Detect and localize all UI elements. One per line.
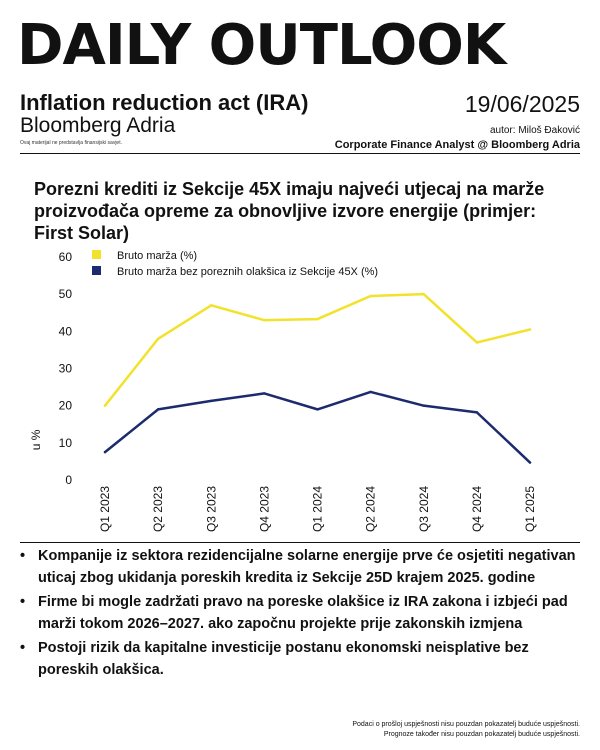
x-tick-label: Q1 2024 [311,486,325,532]
legend-swatch [92,266,101,275]
bullet-list: • Kompanije iz sektora rezidencijalne sol… [20,545,580,683]
footnote: Prognoze također nisu pouzdan pokazatelj… [383,731,580,738]
x-tick-label: Q1 2025 [523,486,537,532]
x-tick-label: Q4 2024 [470,486,484,532]
y-tick-label: 10 [59,436,73,450]
bullet-text: Postoji rizik da kapitalne investicije p… [38,640,529,678]
data-point [422,404,425,407]
data-point [475,341,479,344]
disclaimer-note: Ovaj materijal ne predstavlja finansijsk… [20,140,122,146]
data-point [316,317,319,321]
data-point [103,404,107,407]
footnote: Podaci o prošlој uspješnosti nisu pouzda… [352,721,580,728]
data-point [156,337,160,340]
data-point [369,294,372,298]
x-tick-label: Q2 2023 [151,486,165,532]
line-chart: 0 10 20 30 40 50 60 u % Q1 2023 Q2 2023 Q3 2023 Q4 … [29,250,537,532]
chart-title: Porezni krediti iz Sekcije 45X imaju naj… [34,179,545,243]
data-point [369,390,372,394]
bullet-text: Firme bi mogle zadržati pravo na poreske… [38,594,568,632]
bullet-dot-icon: • [20,640,26,656]
data-point [156,408,160,411]
y-tick-label: 0 [65,473,72,487]
data-point [263,392,266,395]
legend-label: Bruto marža (%) [117,250,197,262]
y-tick-label: 30 [59,362,73,376]
bullet-dot-icon: • [20,594,26,610]
x-tick-label: Q2 2024 [364,486,378,532]
report-date: 19/06/2025 [464,91,580,117]
data-point [316,408,319,411]
y-tick-label: 20 [59,399,73,413]
x-tick-label: Q3 2024 [417,486,431,532]
report-subtitle: Inflation reduction act (IRA) [20,90,309,115]
data-point [528,461,532,464]
x-tick-label: Q4 2023 [257,486,271,532]
header-divider [20,153,580,154]
author-name: autor: Miloš Đaković [489,125,580,136]
legend-swatch [92,250,101,259]
brand-title: DAILY OUTLOOK [17,13,506,78]
x-tick-label: Q1 2023 [98,486,112,532]
y-tick-label: 50 [59,287,73,301]
y-tick-label: 40 [59,324,73,338]
data-point [422,292,425,296]
y-tick-label: 60 [59,250,73,264]
bullet-item: • Postoji rizik da kapitalne investicije … [20,637,580,681]
series-line [103,390,532,464]
data-point [475,411,479,414]
author-role: Corporate Finance Analyst @ Bloomberg Ad… [334,139,580,151]
legend-label: Bruto marža bez poreznih olakšica iz Sek… [117,266,378,278]
data-point [103,450,107,454]
data-point [528,328,532,331]
bullet-text: Kompanije iz sektora rezidencijalne sola… [38,548,576,586]
y-axis-label: u % [29,429,43,450]
x-tick-label: Q3 2023 [204,486,218,532]
series-line [103,292,532,407]
chart-divider [20,542,580,543]
organization-name: Bloomberg Adria [20,114,176,137]
bullet-item: • Kompanije iz sektora rezidencijalne sol… [20,545,580,589]
data-point [263,318,266,322]
data-point [210,304,213,307]
bullet-dot-icon: • [20,548,26,564]
bullet-item: • Firme bi mogle zadržati pravo na poresk… [20,591,580,635]
data-point [210,399,213,403]
